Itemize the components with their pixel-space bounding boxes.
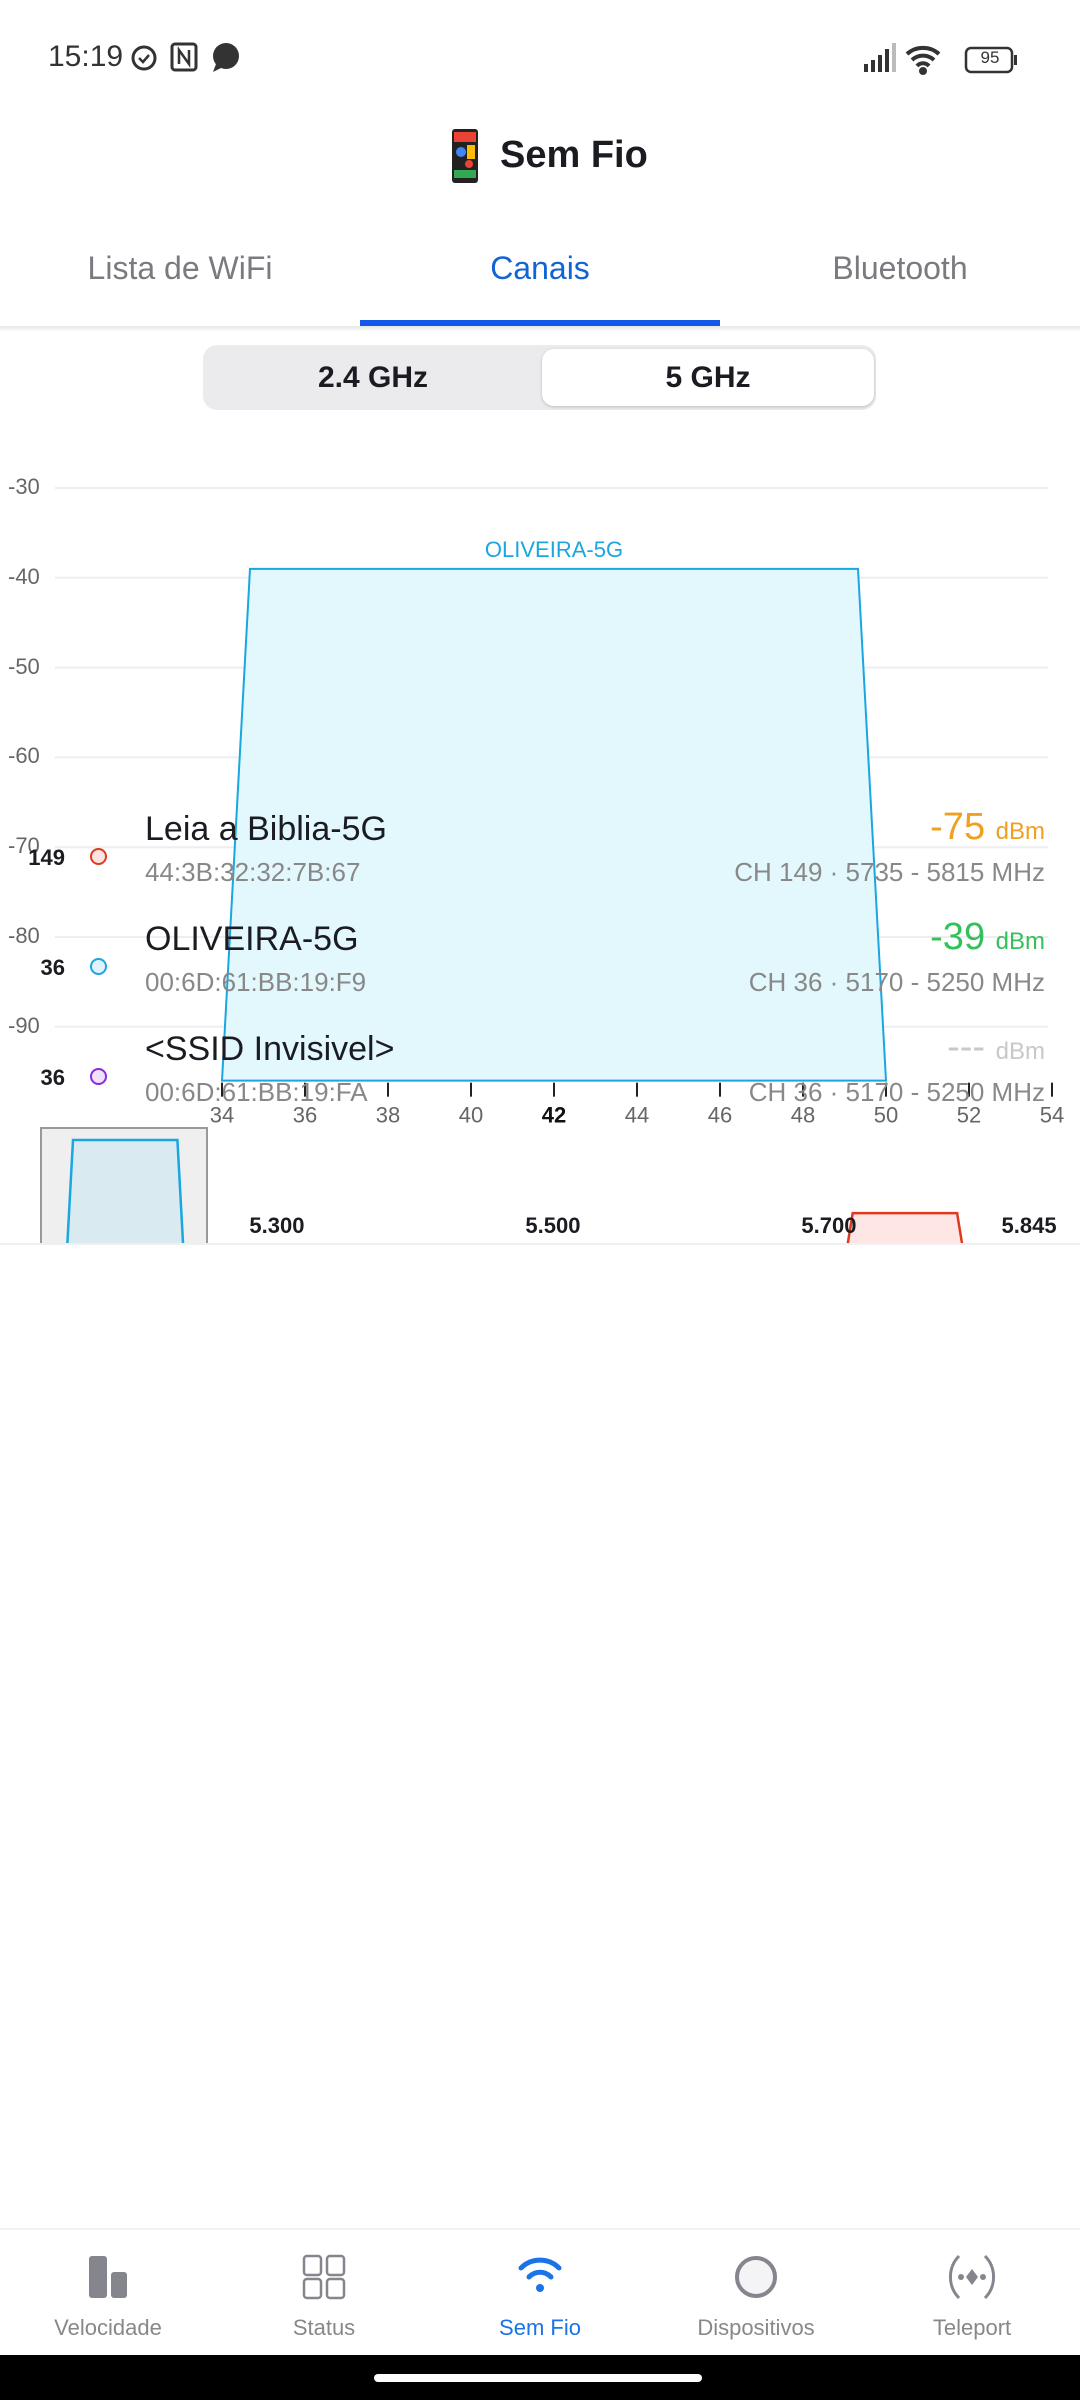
x-tick-label: 42 — [542, 1103, 566, 1128]
nav-label: Status — [292, 2315, 356, 2340]
y-tick-label: -60 — [8, 743, 40, 769]
channel-number: 36 — [40, 1065, 65, 1090]
y-tick-label: -90 — [8, 1012, 40, 1038]
x-tick-label: 52 — [957, 1103, 981, 1128]
signal-value: -75 — [930, 806, 986, 848]
network-signal-label: OLIVEIRA-5G — [485, 537, 623, 562]
frequency-label: 5.845 — [1001, 1213, 1057, 1238]
battery-level: 95 — [980, 48, 1000, 67]
signal-unit: dBm — [995, 928, 1045, 955]
x-tick-label: 36 — [293, 1103, 317, 1128]
tab-bluetooth[interactable]: Bluetooth — [832, 250, 968, 286]
network-ssid: <SSID Invisivel> — [145, 1030, 395, 1068]
wifi-icon — [905, 45, 941, 75]
tab-wifi-list[interactable]: Lista de WiFi — [87, 250, 273, 286]
y-tick-label: -30 — [8, 474, 40, 499]
home-indicator[interactable] — [374, 2374, 702, 2382]
x-tick-label: 44 — [625, 1103, 649, 1128]
band-5ghz-button[interactable]: 5 GHz — [542, 349, 874, 406]
signal-value: --- — [947, 1026, 986, 1068]
channel-chart: OLIVEIRA-5G 34 36 38 40 42 44 46 48 50 52 54 — [55, 487, 1064, 1128]
system-icons — [864, 43, 1017, 75]
y-tick-label: -40 — [8, 563, 40, 589]
network-color-dot — [90, 848, 107, 865]
y-tick-label: -50 — [8, 653, 40, 679]
active-tab-indicator — [360, 320, 720, 326]
nav-label: Velocidade — [54, 2315, 162, 2340]
network-color-dot — [90, 1068, 107, 1085]
frequency-label: 5.500 — [525, 1213, 581, 1238]
grid-icon — [302, 2254, 346, 2300]
network-color-dot — [90, 958, 107, 975]
x-tick-label: 48 — [791, 1103, 815, 1128]
app-header: Sem Fio — [0, 128, 1080, 188]
circle-icon — [735, 2256, 777, 2298]
channel-number: 149 — [28, 845, 65, 870]
nav-wireless[interactable]: Sem Fio — [432, 2230, 648, 2357]
clock: 15:19 — [48, 40, 124, 73]
overview-band — [66, 1138, 185, 1245]
nav-label: Dispositivos — [697, 2315, 815, 2340]
nav-devices[interactable]: Dispositivos — [648, 2230, 864, 2357]
x-tick-label: 46 — [708, 1103, 732, 1128]
tab-channels[interactable]: Canais — [490, 250, 590, 286]
channel-number: 36 — [40, 955, 65, 980]
pixel-phone-icon — [452, 129, 478, 183]
teleport-icon — [948, 2254, 996, 2300]
frequency-label: 5.300 — [249, 1213, 305, 1238]
signal-unit: dBm — [995, 818, 1045, 845]
x-tick-label: 34 — [210, 1103, 234, 1128]
network-ssid: OLIVEIRA-5G — [145, 920, 359, 958]
network-signal: -75 dBm — [930, 806, 1045, 849]
alarm-icon — [131, 45, 157, 71]
frequency-label: 5.700 — [801, 1213, 857, 1238]
nav-label: Sem Fio — [499, 2315, 581, 2340]
x-tick-label: 54 — [1040, 1103, 1064, 1128]
network-channel-info: CH 149 · 5735 - 5815 MHz — [734, 857, 1045, 887]
network-mac: 00:6D:61:BB:19:F9 — [145, 967, 367, 997]
x-tick-label: 38 — [376, 1103, 400, 1128]
signal-value: -39 — [930, 916, 986, 958]
wifi-icon — [518, 2257, 562, 2292]
chat-icon — [213, 43, 239, 72]
y-tick-label: -80 — [8, 923, 40, 948]
battery-icon — [964, 46, 1017, 74]
network-channel-info: CH 36 · 5170 - 5250 MHz — [748, 1077, 1045, 1107]
status-bar: 15:19 95 — [0, 0, 1080, 110]
overview-band — [846, 1211, 964, 1245]
network-signal: -39 dBm — [930, 916, 1045, 959]
signal-icon — [864, 43, 896, 72]
network-mac: 44:3B:32:32:7B:67 — [145, 857, 361, 887]
frequency-overview[interactable] — [0, 1120, 1080, 1245]
x-tick-label: 40 — [459, 1103, 483, 1128]
nav-speed[interactable]: Velocidade — [0, 2230, 216, 2357]
network-channel-info: CH 36 · 5170 - 5250 MHz — [748, 967, 1045, 997]
x-tick-label: 50 — [874, 1103, 898, 1128]
page-title: Sem Fio — [500, 134, 648, 176]
bar-chart-icon — [89, 2256, 127, 2298]
network-signal-shape[interactable] — [220, 567, 888, 1082]
network-mac: 00:6D:61:BB:19:FA — [145, 1077, 368, 1107]
nav-teleport[interactable]: Teleport — [864, 2230, 1080, 2357]
bottom-nav: Velocidade Status Sem Fio Dispositivos T… — [0, 2228, 1080, 2355]
nfc-icon — [170, 42, 198, 72]
tab-divider — [0, 326, 1080, 332]
y-tick-label: -70 — [8, 833, 40, 859]
network-signal: --- dBm — [947, 1026, 1045, 1069]
divider — [0, 1243, 1080, 1245]
band-2-4ghz-button[interactable]: 2.4 GHz — [317, 360, 429, 394]
notification-icons — [131, 42, 239, 72]
network-ssid: Leia a Biblia-5G — [145, 810, 387, 848]
signal-unit: dBm — [995, 1038, 1045, 1065]
nav-status[interactable]: Status — [216, 2230, 432, 2357]
nav-label: Teleport — [932, 2315, 1012, 2340]
band-selector: 2.4 GHz 5 GHz — [203, 345, 876, 410]
